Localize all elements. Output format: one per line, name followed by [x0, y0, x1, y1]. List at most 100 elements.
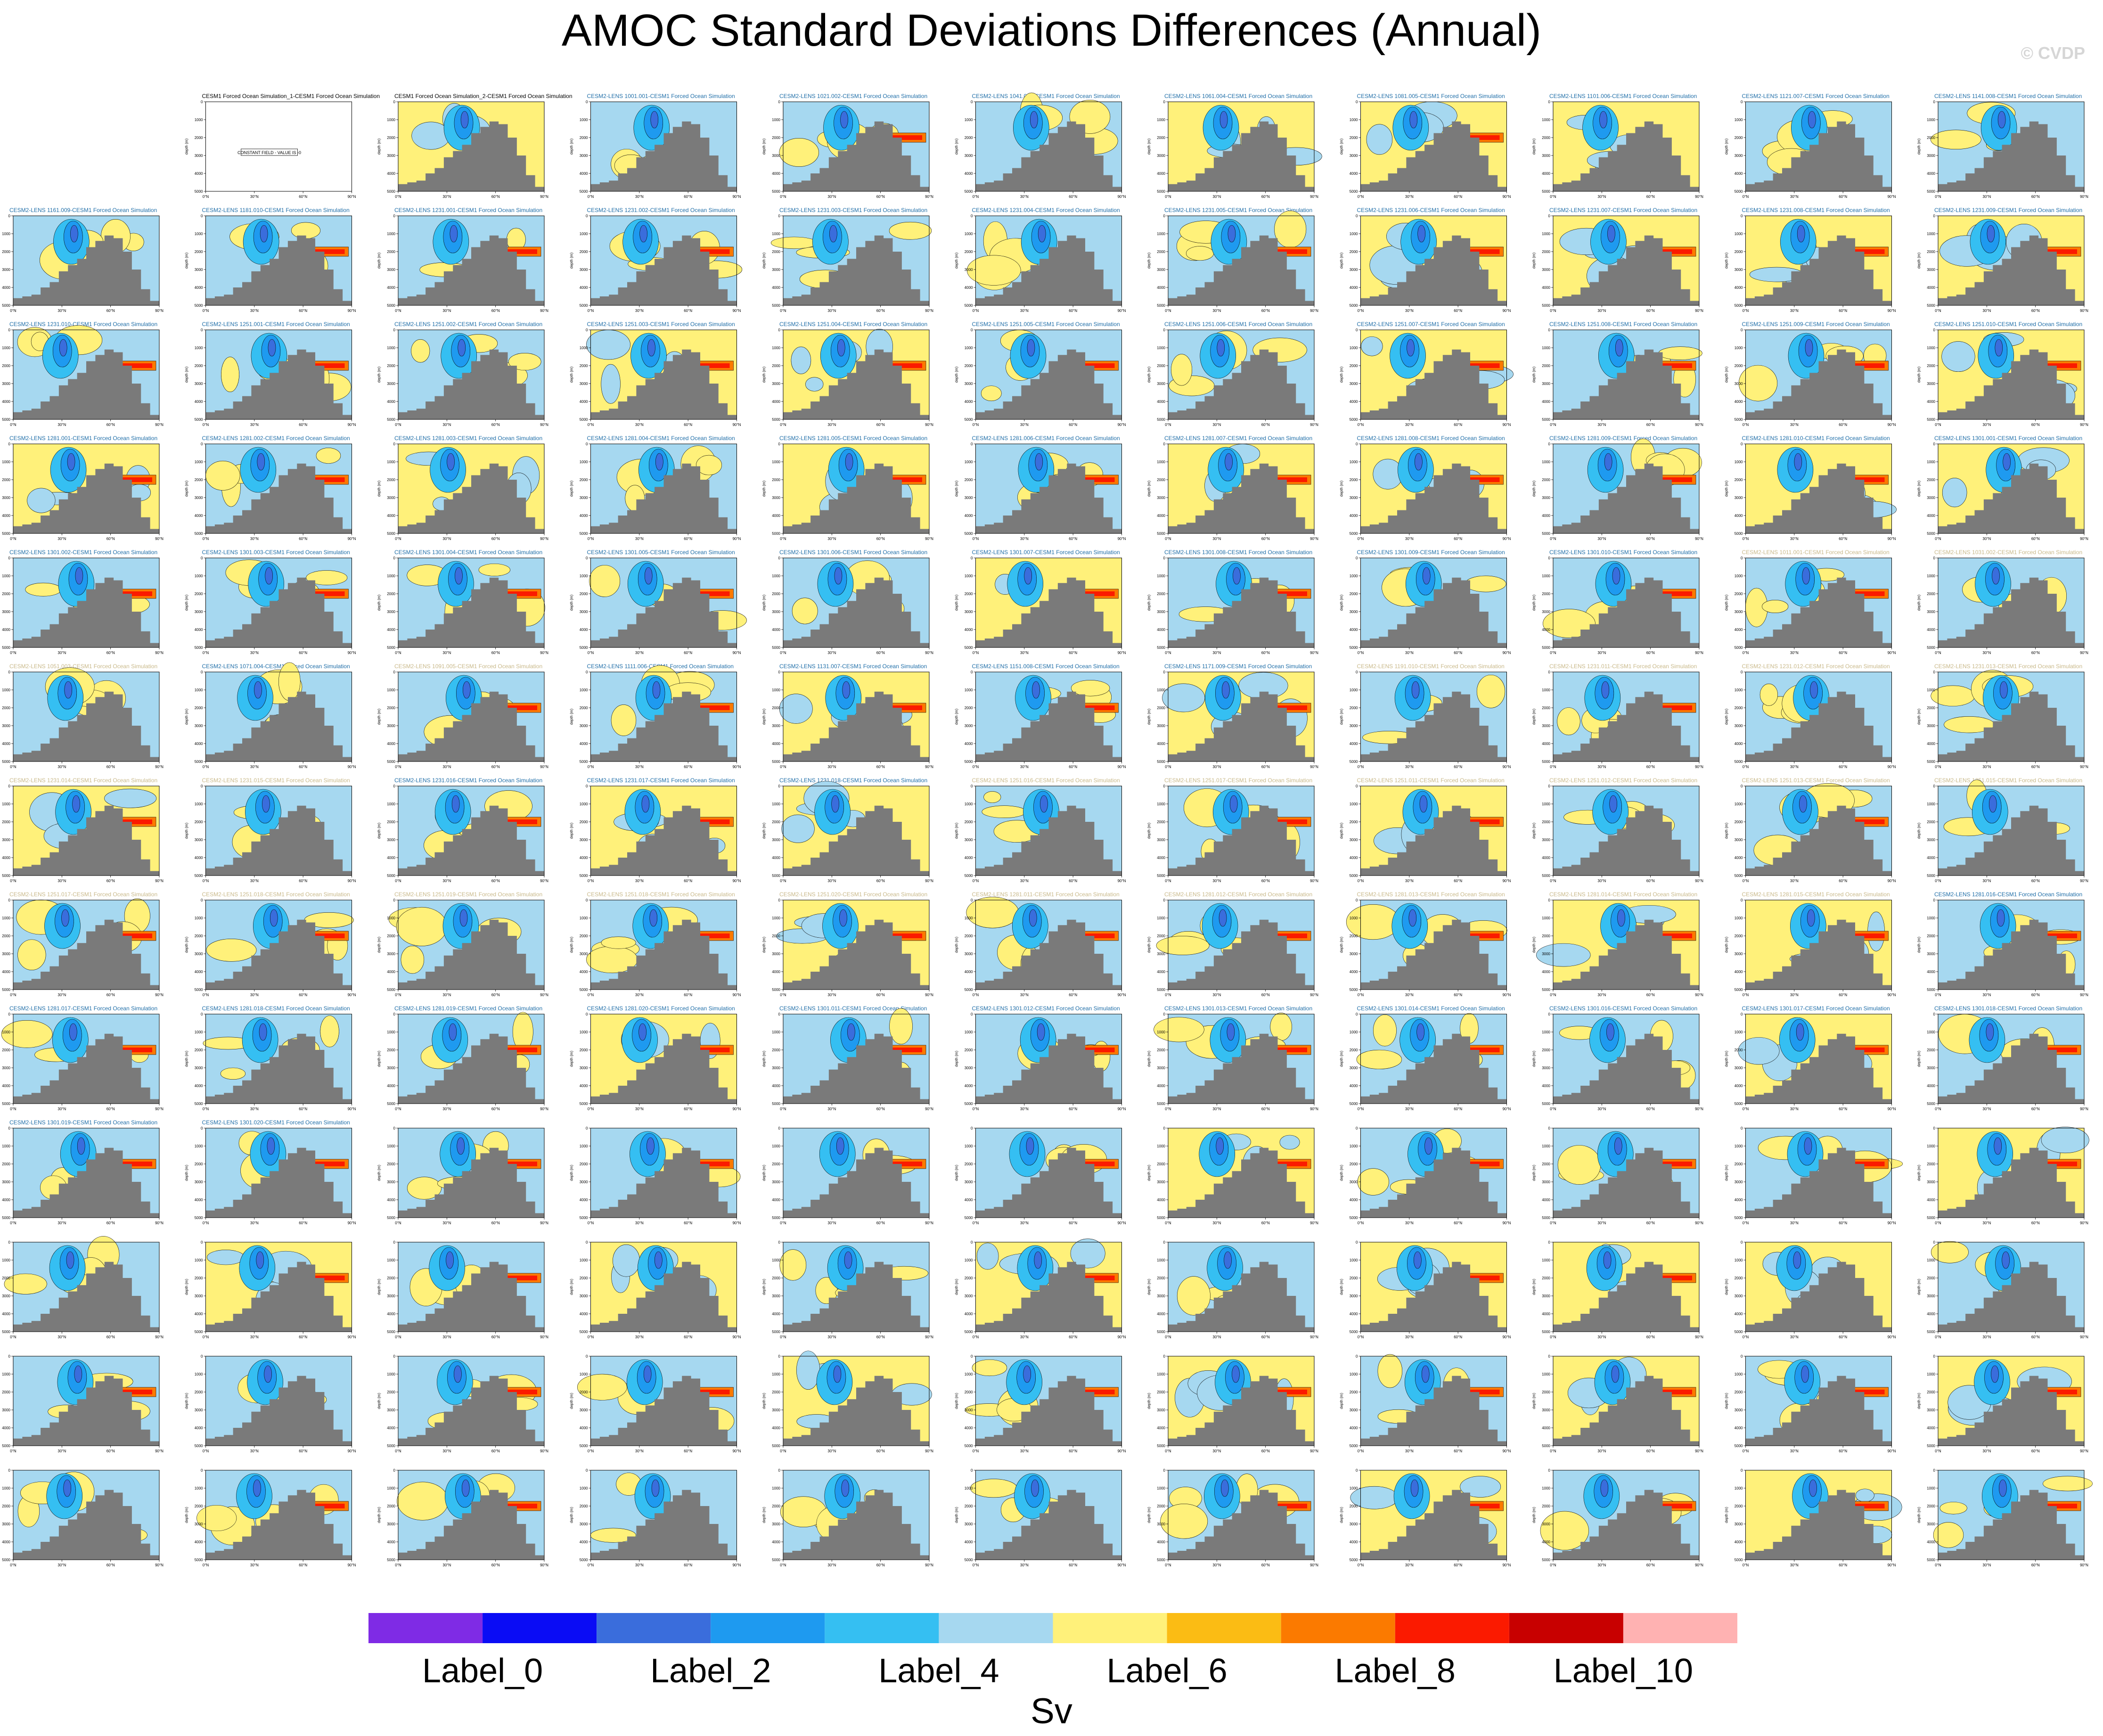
ocean-floor	[590, 463, 737, 533]
y-tick-label: 2000	[965, 1390, 973, 1394]
y-tick-label: 0	[1741, 1012, 1743, 1016]
x-tick-label: 60°N	[2031, 1107, 2040, 1111]
y-axis-label: depth (m)	[377, 1393, 381, 1409]
y-tick-label: 2000	[195, 364, 203, 368]
plot-frame	[1745, 786, 1892, 876]
x-tick-label: 30°N	[1597, 195, 1606, 199]
x-tick-label: 30°N	[635, 1335, 644, 1339]
y-tick-label: 3000	[965, 268, 973, 272]
sill-band-core	[115, 477, 152, 482]
contour-patch	[889, 221, 932, 240]
panel-title: CESM2-LENS 1231.011-CESM1 Forced Ocean S…	[1549, 663, 1697, 670]
x-tick-label: 0°N	[10, 651, 16, 655]
contour-panel: CESM2-LENS 1111.006-CESM1 Forced Ocean S…	[570, 663, 741, 769]
sill-band-core	[1847, 934, 1885, 938]
x-tick-label: 30°N	[827, 1335, 836, 1339]
x-tick-label: 60°N	[1646, 765, 1655, 769]
ocean-floor	[975, 1147, 1122, 1218]
contour-panel: CESM2-LENS 1281.006-CESM1 Forced Ocean S…	[955, 435, 1126, 541]
x-tick-label: 30°N	[442, 195, 451, 199]
x-tick-label: 30°N	[635, 879, 644, 883]
plot-frame	[205, 671, 352, 762]
y-tick-label: 4000	[1735, 1198, 1743, 1202]
contour-panel: CESM2-LENS 1231.016-CESM1 Forced Ocean S…	[377, 777, 548, 883]
y-tick-label: 4000	[580, 856, 588, 860]
panel-title: CESM2-LENS 1281.016-CESM1 Forced Ocean S…	[1934, 891, 2082, 898]
ocean-floor	[205, 235, 352, 305]
y-axis-label: depth (m)	[377, 709, 381, 725]
y-tick-label: 5000	[1350, 532, 1358, 536]
contour-patch	[458, 339, 466, 357]
y-tick-label: 0	[8, 328, 11, 332]
x-tick-label: 90°N	[1695, 1107, 1703, 1111]
x-tick-label: 30°N	[827, 1107, 836, 1111]
x-tick-label: 60°N	[1454, 1335, 1462, 1339]
x-tick-label: 90°N	[2080, 1563, 2088, 1567]
contour-panel: CESM2-LENS 1301.005-CESM1 Forced Ocean S…	[570, 549, 747, 655]
x-tick-label: 60°N	[1069, 537, 1077, 541]
y-tick-label: 2000	[1350, 1276, 1358, 1280]
contour-patch	[2002, 1251, 2010, 1269]
y-tick-label: 3000	[580, 1180, 588, 1184]
y-tick-label: 1000	[772, 460, 780, 464]
contour-patch	[205, 460, 240, 491]
x-tick-label: 30°N	[442, 537, 451, 541]
ocean-floor	[975, 1490, 1122, 1560]
plot-frame	[1168, 557, 1315, 648]
y-tick-label: 1000	[580, 118, 588, 122]
x-tick-label: 30°N	[1597, 765, 1606, 769]
y-tick-label: 1000	[2, 232, 10, 236]
y-axis-label: depth (m)	[762, 1165, 766, 1181]
ocean-floor	[1745, 691, 1892, 762]
y-tick-label: 4000	[387, 400, 395, 404]
x-tick-label: 90°N	[2080, 1107, 2088, 1111]
contour-patch	[320, 1015, 339, 1048]
sill-band-core	[1462, 1048, 1500, 1052]
x-tick-label: 0°N	[1743, 879, 1749, 883]
y-tick-label: 4000	[387, 1312, 395, 1316]
plot-frame	[1938, 215, 2085, 306]
y-tick-label: 4000	[1350, 1312, 1358, 1316]
y-tick-label: 4000	[195, 400, 203, 404]
x-tick-label: 60°N	[299, 1449, 307, 1453]
y-tick-label: 4000	[772, 286, 780, 290]
y-tick-label: 4000	[772, 172, 780, 176]
y-tick-label: 3000	[1735, 952, 1743, 956]
contour-patch	[1232, 1365, 1240, 1383]
sill-band-core	[307, 363, 345, 368]
y-tick-label: 1000	[1927, 574, 1935, 578]
sill-band-core	[2039, 249, 2077, 254]
contour-panel: CESM2-LENS 1101.006-CESM1 Forced Ocean S…	[1532, 93, 1703, 199]
y-tick-label: 3000	[1542, 952, 1550, 956]
y-tick-label: 3000	[195, 1180, 203, 1184]
y-tick-label: 5000	[1735, 1444, 1743, 1448]
sill-band-core	[1269, 819, 1307, 824]
panel-title: CESM2-LENS 1251.020-CESM1 Forced Ocean S…	[779, 891, 927, 898]
x-tick-label: 30°N	[442, 309, 451, 313]
contour-patch	[461, 1479, 470, 1497]
y-tick-label: 1000	[772, 1030, 780, 1034]
x-tick-label: 60°N	[1646, 1221, 1655, 1225]
x-tick-label: 30°N	[250, 1107, 259, 1111]
ocean-floor	[13, 577, 159, 647]
y-tick-label: 5000	[1542, 874, 1550, 878]
y-tick-label: 0	[971, 670, 973, 674]
x-tick-label: 30°N	[250, 651, 259, 655]
contour-patch	[396, 907, 447, 946]
y-tick-label: 2000	[580, 934, 588, 938]
y-axis-label: depth (m)	[185, 139, 189, 155]
y-tick-label: 3000	[1735, 1408, 1743, 1412]
y-tick-label: 0	[1163, 214, 1166, 218]
y-tick-label: 3000	[580, 1066, 588, 1070]
y-tick-label: 1000	[1927, 1258, 1935, 1262]
y-tick-label: 3000	[195, 724, 203, 728]
y-tick-label: 1000	[1157, 1372, 1165, 1376]
y-tick-label: 1000	[1542, 916, 1550, 920]
plot-frame	[1360, 671, 1507, 762]
x-tick-label: 0°N	[588, 1335, 594, 1339]
panel-title: CESM2-LENS 1251.005-CESM1 Forced Ocean S…	[972, 321, 1120, 328]
y-tick-label: 5000	[1542, 303, 1550, 308]
x-tick-label: 30°N	[1020, 879, 1029, 883]
plot-frame	[783, 1014, 930, 1104]
